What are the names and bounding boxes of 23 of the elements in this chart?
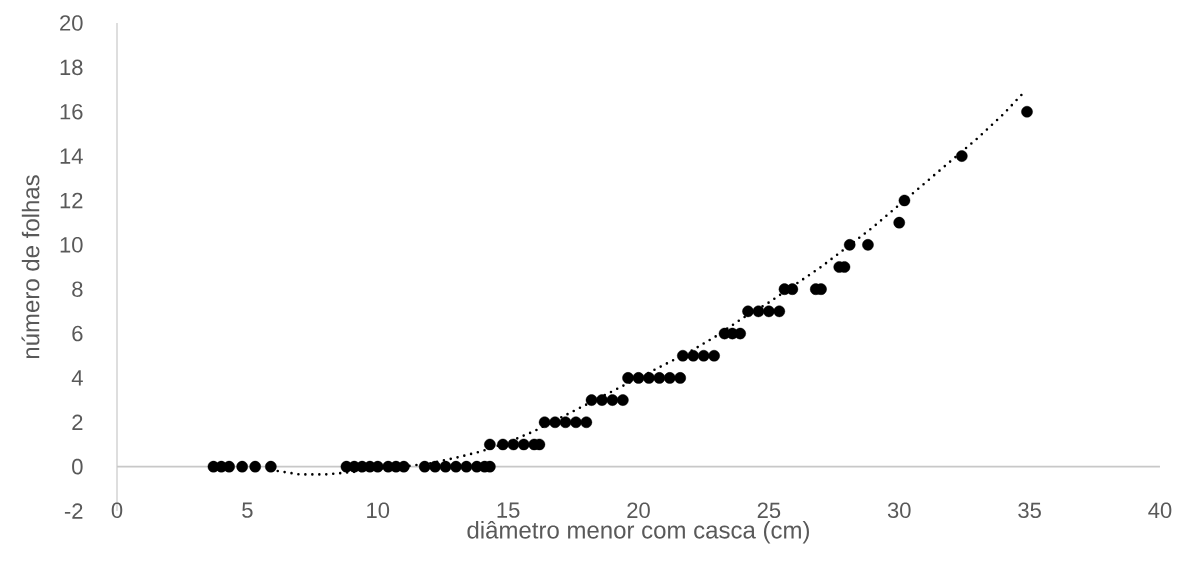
y-tick-label: 8	[72, 281, 83, 297]
y-tick-label: 2	[72, 414, 83, 430]
x-axis-title: diâmetro menor com casca (cm)	[467, 520, 809, 544]
x-tick-label: 5	[242, 502, 253, 518]
x-tick-label: 15	[497, 502, 520, 518]
x-tick-label: 20	[627, 502, 650, 519]
y-tick-label: 0	[72, 458, 83, 475]
y-tick-label: 14	[60, 148, 83, 164]
y-tick-label: 20	[60, 15, 83, 31]
y-tick-label: 6	[72, 325, 83, 342]
y-tick-label: 18	[60, 59, 83, 76]
x-tick-label: 30	[887, 502, 911, 519]
y-tick-label: 4	[71, 370, 83, 386]
y-tick-label: -2	[64, 503, 83, 519]
x-tick-label: 10	[367, 502, 390, 519]
x-tick-label: 40	[1148, 502, 1172, 519]
x-tick-label: 25	[757, 502, 781, 519]
y-tick-label: 16	[60, 103, 83, 120]
y-tick-label: 12	[60, 192, 83, 209]
x-tick-label: 0	[111, 502, 123, 519]
x-tick-label: 35	[1018, 502, 1041, 519]
y-tick-label: 10	[60, 237, 83, 253]
y-axis-title: número de folhas	[21, 175, 40, 359]
